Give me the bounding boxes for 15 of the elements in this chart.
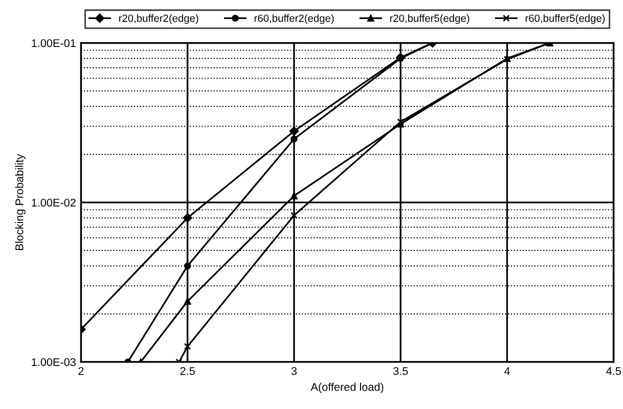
x-tick-label: 3 — [291, 367, 297, 375]
y-tick-label: 1.00E-01 — [32, 39, 76, 48]
x-tick-label: 4.5 — [606, 367, 621, 375]
y-tick-label: 1.00E-03 — [32, 358, 76, 366]
legend-label: r60,buffer5(edge) — [526, 14, 605, 24]
x-tick-label: 2.5 — [180, 367, 195, 375]
legend-label: r20,buffer5(edge) — [390, 14, 470, 24]
x-tick-label: 4 — [504, 367, 510, 375]
y-tick-label: 1.00E-02 — [32, 198, 76, 207]
legend-label: r20,buffer2(edge) — [119, 14, 198, 24]
y-axis-title: Blocking Probability — [15, 154, 26, 250]
x-axis-title: A(offered load) — [310, 382, 384, 394]
x-tick-label: 2 — [78, 367, 84, 375]
legend-label: r60,buffer2(edge) — [254, 14, 334, 24]
x-tick-label: 3.5 — [393, 367, 408, 375]
